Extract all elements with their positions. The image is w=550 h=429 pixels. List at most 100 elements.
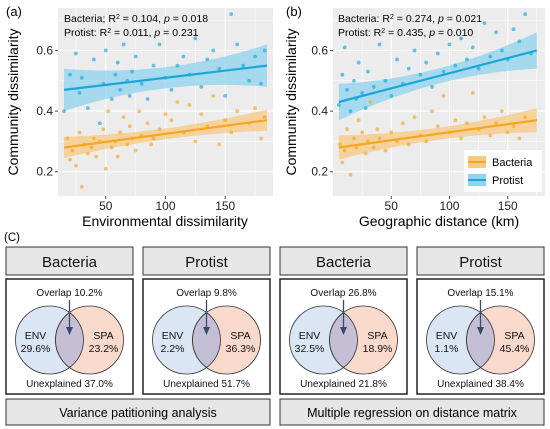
panel-a-bacteria-point bbox=[79, 185, 84, 189]
panel-a-protist-point bbox=[151, 63, 156, 68]
panel-b-fit-lines bbox=[338, 49, 538, 149]
panel-a-fit-lines bbox=[63, 64, 268, 149]
venn-unexplained-label: Unexplained 21.8% bbox=[300, 379, 387, 390]
panel-a-x-tick-label: 100 bbox=[155, 199, 175, 213]
panel-b-bacteria-point bbox=[371, 145, 376, 150]
panel-a-protist-point bbox=[157, 42, 162, 47]
stat-p: 0.021 bbox=[456, 13, 482, 25]
panel-a-bacteria-point bbox=[229, 130, 234, 135]
venn-unexplained-label: Unexplained 38.4% bbox=[437, 379, 524, 390]
venn-card-title: Bacteria bbox=[316, 254, 372, 271]
panel-a-bacteria-point bbox=[262, 115, 267, 120]
venn-overlap-label: Overlap 9.8% bbox=[176, 288, 237, 299]
panel-b-stat-bacteria: Bacteria: R2 = 0.274, p = 0.021 bbox=[338, 13, 482, 25]
panel-b-y-tick-label: 0.6 bbox=[311, 43, 328, 57]
panel-b-x-tick-label: 50 bbox=[385, 199, 399, 213]
venn-spa-value: 18.9% bbox=[363, 343, 393, 355]
panel-b-protist-point bbox=[356, 60, 361, 65]
panel-b-bacteria-point bbox=[494, 121, 498, 126]
panel-a-bacteria-point bbox=[118, 130, 123, 135]
panel-a-protist-point bbox=[169, 87, 174, 92]
panel-a-protist-point bbox=[103, 48, 108, 53]
panel-b-protist-point bbox=[435, 51, 440, 56]
panel-a-bacteria-point bbox=[133, 148, 138, 153]
panel-b-bacteria-point bbox=[424, 139, 429, 144]
venn-spa-value: 36.3% bbox=[226, 343, 256, 355]
venn-spa-label: SPA bbox=[367, 330, 387, 342]
panel-a-protist-point bbox=[211, 48, 216, 53]
stat-r2: 0.011 bbox=[123, 27, 149, 39]
panel-b-protist-point bbox=[363, 106, 368, 110]
venn-env-value: 29.6% bbox=[21, 343, 51, 355]
venn-env-label: ENV bbox=[436, 330, 458, 342]
panel-a-bacteria-point bbox=[94, 154, 99, 159]
venn-overlap-region bbox=[329, 312, 358, 368]
stat-p: 0.018 bbox=[182, 13, 208, 25]
panel-a-protist-point bbox=[62, 109, 66, 113]
venn-card-header bbox=[279, 246, 408, 276]
panel-a-bacteria-point bbox=[169, 118, 174, 123]
panel-a-protist-point bbox=[235, 42, 240, 47]
panel-b-protist-fit-line bbox=[338, 49, 538, 104]
panel-a-protist-point bbox=[121, 42, 126, 47]
panel-b-bacteria-point bbox=[453, 118, 458, 123]
panel-a-bacteria-point bbox=[149, 142, 154, 147]
venn-spa-value: 23.2% bbox=[89, 343, 119, 355]
panel-a-bacteria-point bbox=[175, 100, 180, 104]
panel-b-bacteria-point bbox=[406, 142, 411, 147]
panel-a-ticks: 50 100 150 0.2 0.4 0.6 bbox=[36, 43, 235, 213]
legend-bacteria-label: Bacteria bbox=[492, 157, 533, 169]
stat-sep: ; R bbox=[103, 13, 117, 25]
panel-b-bacteria-point bbox=[340, 160, 345, 165]
venn-unexplained-label: Unexplained 51.7% bbox=[163, 379, 250, 390]
panel-b-label: (b) bbox=[286, 4, 302, 19]
panel-a-bacteria-point bbox=[85, 151, 90, 156]
panel-a-protist-point bbox=[139, 81, 144, 86]
panel-b-scatter: (b) 50 100 150 0.2 0.4 0.6 Bacteria: R2 = 0.2… bbox=[283, 4, 545, 229]
panel-a-protist-point bbox=[241, 63, 246, 68]
panel-a-bacteria-point bbox=[125, 142, 130, 147]
venn-overlap-region bbox=[55, 312, 84, 368]
stat-p: 0.010 bbox=[447, 27, 473, 39]
venn-env-label: ENV bbox=[299, 330, 321, 342]
panel-a-protist-point bbox=[199, 84, 204, 89]
panel-b-protist-point bbox=[511, 27, 516, 32]
panel-b-bacteria-point bbox=[505, 130, 510, 135]
venn-overlap-region bbox=[466, 312, 495, 368]
panel-b-bacteria-point bbox=[354, 145, 359, 150]
panel-b-protist-point bbox=[517, 39, 522, 44]
panel-a-scatter: (a) 50 100 150 0.2 0.4 0.6 Bacteria; R2 = 0.1… bbox=[5, 4, 273, 229]
panel-b-y-axis-label: Community dissimilarity bbox=[283, 28, 299, 175]
panel-b-protist-point bbox=[345, 87, 349, 92]
panel-a-bacteria-point bbox=[223, 118, 228, 123]
panel-a-protist-point bbox=[130, 69, 134, 74]
panel-a-protist-point bbox=[193, 36, 198, 41]
panel-a-bacteria-point bbox=[109, 145, 114, 150]
panel-a-points bbox=[62, 12, 267, 189]
panel-b-bacteria-point bbox=[377, 136, 382, 141]
panel-b-bacteria-point bbox=[511, 124, 516, 129]
panel-b-bacteria-point bbox=[375, 127, 380, 132]
panel-b-protist-point bbox=[459, 36, 464, 41]
panel-a-protist-point bbox=[229, 12, 234, 16]
panel-b-bacteria-point bbox=[488, 133, 493, 138]
panel-b-bacteria-point bbox=[389, 130, 394, 135]
panel-a-bacteria-point bbox=[121, 115, 126, 120]
panel-a-protist-point bbox=[79, 75, 84, 80]
venn-overlap-label: Overlap 10.2% bbox=[36, 288, 102, 299]
stat-p: 0.231 bbox=[172, 27, 198, 39]
venn-overlap-region bbox=[192, 312, 221, 368]
panel-b-protist-point bbox=[360, 91, 365, 95]
footer-left-box bbox=[5, 398, 271, 426]
venn-card-header bbox=[5, 246, 134, 276]
panel-a-bacteria-point bbox=[151, 136, 156, 141]
panel-b-bacteria-point bbox=[500, 109, 504, 113]
panel-b-protist-point bbox=[383, 78, 388, 83]
panel-a-bacteria-point bbox=[187, 103, 192, 107]
panel-b-stat-protist: Protist: R2 = 0.435, p = 0.010 bbox=[338, 27, 473, 39]
panel-a-bacteria-point bbox=[70, 148, 75, 153]
